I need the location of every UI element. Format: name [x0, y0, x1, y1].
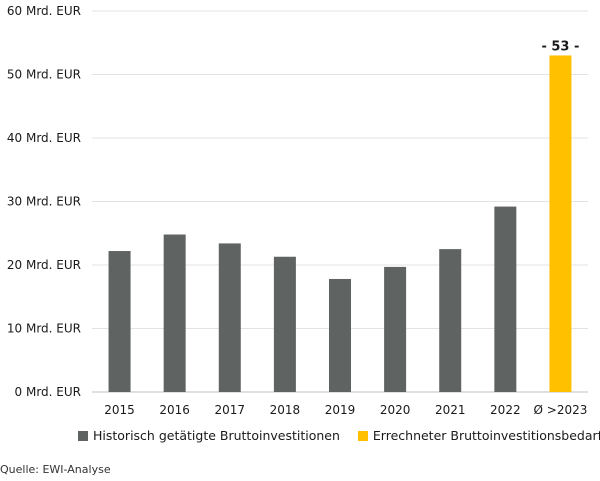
bar [108, 251, 131, 392]
bars [108, 55, 572, 392]
legend-swatch-historisch [78, 430, 88, 441]
source-note: Quelle: EWI-Analyse [0, 463, 111, 476]
x-tick-label: 2015 [104, 403, 135, 417]
x-tick-label: 2017 [215, 403, 246, 417]
y-tick-label: 40 Mrd. EUR [7, 131, 81, 145]
bar [218, 243, 241, 392]
bar [494, 206, 517, 392]
y-tick-label: 0 Mrd. EUR [15, 385, 81, 399]
y-tick-label: 60 Mrd. EUR [7, 4, 81, 18]
legend-item-historisch: Historisch getätigte Bruttoinvestitionen [78, 428, 340, 443]
bar [329, 278, 351, 392]
bar [163, 234, 186, 392]
chart-legend: Historisch getätigte Bruttoinvestitionen… [78, 428, 600, 443]
y-tick-label: 30 Mrd. EUR [7, 195, 81, 209]
x-tick-label: 2016 [159, 403, 190, 417]
bar [384, 266, 407, 392]
bar [439, 249, 462, 392]
y-axis-tick-labels: 0 Mrd. EUR 10 Mrd. EUR 20 Mrd. EUR 30 Mrd. … [7, 4, 81, 399]
annotations: - 53 - [541, 39, 579, 54]
x-tick-label: Ø >2023 [534, 403, 588, 417]
bar [549, 55, 572, 392]
bar-value-annotation: - 53 - [541, 39, 579, 54]
x-tick-label: 2022 [490, 403, 521, 417]
x-tick-label: 2021 [435, 403, 466, 417]
y-tick-label: 50 Mrd. EUR [7, 68, 81, 82]
legend-swatch-bedarf [357, 430, 368, 441]
legend-label-historisch: Historisch getätigte Bruttoinvestitionen [93, 428, 340, 443]
legend-label-bedarf: Errechneter Bruttoinvestitionsbedarf [372, 428, 600, 443]
legend-item-bedarf: Errechneter Bruttoinvestitionsbedarf [357, 428, 600, 443]
bar [273, 256, 296, 392]
x-tick-label: 2020 [380, 403, 411, 417]
x-tick-label: 2019 [325, 403, 356, 417]
y-tick-label: 20 Mrd. EUR [7, 258, 81, 272]
y-tick-label: 10 Mrd. EUR [7, 322, 81, 336]
x-axis-tick-labels: 2015 2016 2017 2018 2019 2020 2021 2022 Ø >2023 [104, 403, 587, 417]
x-tick-label: 2018 [270, 403, 301, 417]
